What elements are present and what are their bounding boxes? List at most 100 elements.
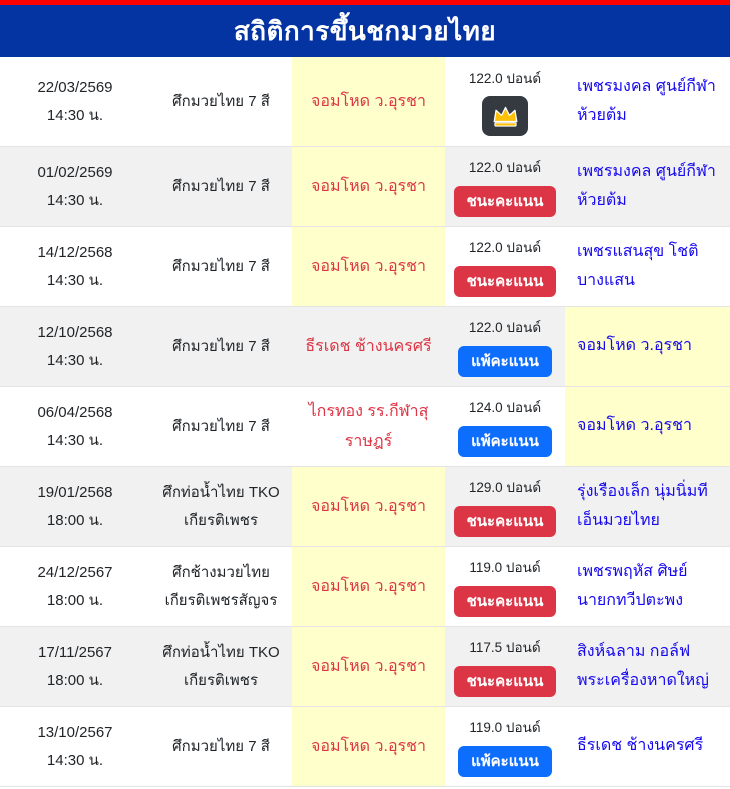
fight-row: 24/12/2567 18:00 น. ศึกช้างมวยไทย เกียรติเ…: [0, 547, 730, 627]
fighter-name-link[interactable]: ไกรทอง รร.กีฬาสุ ราษฎร์: [308, 402, 429, 450]
fighter-name-link[interactable]: จอมโหด ว.อุรชา: [311, 92, 426, 110]
weight-result-cell: 122.0 ปอนด์ชนะคะแนน: [445, 147, 565, 226]
fight-table-body: 22/03/2569 14:30 น. ศึกมวยไทย 7 สี จอมโหด ว…: [0, 57, 730, 787]
fight-row: 13/10/2567 14:30 น. ศึกมวยไทย 7 สี จอมโหด ว…: [0, 707, 730, 787]
fight-date: 12/10/2568: [37, 323, 113, 341]
fight-weight: 122.0 ปอนด์: [468, 160, 542, 176]
page-title: สถิติการขึ้นชกมวยไทย: [233, 15, 497, 46]
opponent-name-link[interactable]: เพชรพฤหัส ศิษย์ นายกทวีปตะพง: [577, 562, 688, 609]
fighter-cell: จอมโหด ว.อุรชา: [292, 147, 445, 226]
fight-date-cell: 06/04/2568 14:30 น.: [0, 387, 150, 466]
event-name-cell: ศึกมวยไทย 7 สี: [150, 147, 292, 226]
win-points-badge: ชนะคะแนน: [453, 505, 557, 537]
fight-date-cell: 01/02/2569 14:30 น.: [0, 147, 150, 226]
fighter-cell: จอมโหด ว.อุรชา: [292, 467, 445, 546]
fight-weight: 122.0 ปอนด์: [468, 240, 542, 256]
fight-time: 18:00 น.: [46, 511, 104, 529]
fight-row: 06/04/2568 14:30 น. ศึกมวยไทย 7 สี ไกรทอง ร…: [0, 387, 730, 467]
champion-crown-badge: [482, 96, 528, 137]
fighter-cell: ธีรเดช ช้างนครศรี: [292, 307, 445, 386]
event-name-cell: ศึกมวยไทย 7 สี: [150, 707, 292, 786]
crown-icon: [493, 106, 517, 127]
opponent-cell: รุ่งเรืองเล็ก นุ่มนิ่มที เอ็นมวยไทย: [565, 467, 730, 546]
top-red-bar: [0, 0, 730, 5]
opponent-name-link[interactable]: ธีรเดช ช้างนครศรี: [577, 737, 704, 755]
fight-date: 22/03/2569: [37, 78, 113, 96]
win-points-badge: ชนะคะแนน: [453, 585, 557, 617]
fighter-cell: จอมโหด ว.อุรชา: [292, 57, 445, 146]
opponent-name-link[interactable]: รุ่งเรืองเล็ก นุ่มนิ่มที เอ็นมวยไทย: [577, 482, 708, 529]
fight-date-cell: 19/01/2568 18:00 น.: [0, 467, 150, 546]
opponent-name-link[interactable]: เพชรมงคล ศูนย์กีฬา ห้วยต้ม: [577, 77, 716, 124]
opponent-cell: เพชรแสนสุข โชติ บางแสน: [565, 227, 730, 306]
event-name: ศึกมวยไทย 7 สี: [172, 177, 270, 195]
event-name-cell: ศึกมวยไทย 7 สี: [150, 227, 292, 306]
win-points-badge: ชนะคะแนน: [453, 265, 557, 297]
fighter-cell: จอมโหด ว.อุรชา: [292, 227, 445, 306]
weight-result-cell: 117.5 ปอนด์ ชนะคะแนน: [445, 627, 565, 706]
win-points-badge: ชนะคะแนน: [453, 185, 557, 217]
fight-row: 17/11/2567 18:00 น. ศึกท่อน้ำไทย TKO เกียร…: [0, 627, 730, 707]
fight-weight: 122.0 ปอนด์: [468, 70, 542, 86]
fighter-name-link[interactable]: จอมโหด ว.อุรชา: [311, 737, 426, 755]
opponent-cell: สิงห์ฉลาม กอล์ฟ พระเครื่องหาดใหญ่: [565, 627, 730, 706]
opponent-name-link[interactable]: เพชรมงคล ศูนย์กีฬา ห้วยต้ม: [577, 162, 716, 209]
fighter-name-link[interactable]: ธีรเดช ช้างนครศรี: [305, 337, 432, 355]
fighter-cell: จอมโหด ว.อุรชา: [292, 707, 445, 786]
event-name: ศึกช้างมวยไทย เกียรติเพชรสัญจร: [164, 563, 278, 609]
event-name: ศึกมวยไทย 7 สี: [172, 92, 270, 110]
fight-weight: 117.5 ปอนด์: [469, 640, 541, 656]
opponent-cell: เพชรมงคล ศูนย์กีฬา ห้วยต้ม: [565, 57, 730, 146]
event-name: ศึกมวยไทย 7 สี: [172, 337, 270, 355]
opponent-cell: เพชรมงคล ศูนย์กีฬา ห้วยต้ม: [565, 147, 730, 226]
fight-weight: 129.0 ปอนด์: [468, 480, 542, 496]
lose-points-badge: แพ้คะแนน: [458, 425, 552, 457]
fighter-name-link[interactable]: จอมโหด ว.อุรชา: [311, 497, 426, 515]
opponent-cell: จอมโหด ว.อุรชา: [565, 387, 730, 466]
weight-result-cell: 122.0 ปอนด์ชนะคะแนน: [445, 227, 565, 306]
opponent-name-link[interactable]: เพชรแสนสุข โชติ บางแสน: [577, 242, 699, 289]
weight-result-cell: 119.0 ปอนด์ ชนะคะแนน: [445, 547, 565, 626]
fight-time: 18:00 น.: [46, 591, 104, 609]
opponent-cell: เพชรพฤหัส ศิษย์ นายกทวีปตะพง: [565, 547, 730, 626]
event-name-cell: ศึกช้างมวยไทย เกียรติเพชรสัญจร: [150, 547, 292, 626]
fight-time: 18:00 น.: [46, 671, 104, 689]
opponent-cell: ธีรเดช ช้างนครศรี: [565, 707, 730, 786]
fight-time: 14:30 น.: [46, 106, 104, 124]
fighter-name-link[interactable]: จอมโหด ว.อุรชา: [311, 657, 426, 675]
fight-date: 01/02/2569: [37, 163, 113, 181]
fight-date-cell: 12/10/2568 14:30 น.: [0, 307, 150, 386]
fighter-name-link[interactable]: จอมโหด ว.อุรชา: [311, 577, 426, 595]
event-name-cell: ศึกท่อน้ำไทย TKO เกียรติเพชร: [150, 467, 292, 546]
weight-result-cell: 122.0 ปอนด์ แพ้คะแนน: [445, 307, 565, 386]
event-name: ศึกมวยไทย 7 สี: [172, 257, 270, 275]
fight-date-cell: 14/12/2568 14:30 น.: [0, 227, 150, 306]
event-name: ศึกมวยไทย 7 สี: [172, 737, 270, 755]
fight-date: 13/10/2567: [37, 723, 113, 741]
fight-row: 01/02/2569 14:30 น. ศึกมวยไทย 7 สี จอมโหด ว…: [0, 147, 730, 227]
fighter-name-link[interactable]: จอมโหด ว.อุรชา: [311, 257, 426, 275]
fight-date-cell: 13/10/2567 14:30 น.: [0, 707, 150, 786]
fighter-cell: ไกรทอง รร.กีฬาสุ ราษฎร์: [292, 387, 445, 466]
fighter-cell: จอมโหด ว.อุรชา: [292, 547, 445, 626]
fight-date: 06/04/2568: [37, 403, 113, 421]
weight-result-cell: 124.0 ปอนด์ แพ้คะแนน: [445, 387, 565, 466]
opponent-name-link[interactable]: จอมโหด ว.อุรชา: [577, 417, 692, 435]
event-name: ศึกมวยไทย 7 สี: [172, 417, 270, 435]
event-name-cell: ศึกท่อน้ำไทย TKO เกียรติเพชร: [150, 627, 292, 706]
opponent-name-link[interactable]: จอมโหด ว.อุรชา: [577, 337, 692, 355]
fight-time: 14:30 น.: [46, 431, 104, 449]
fighter-cell: จอมโหด ว.อุรชา: [292, 627, 445, 706]
lose-points-badge: แพ้คะแนน: [458, 745, 552, 777]
page-header: สถิติการขึ้นชกมวยไทย: [0, 5, 730, 57]
fight-date-cell: 17/11/2567 18:00 น.: [0, 627, 150, 706]
fight-date: 17/11/2567: [38, 643, 112, 661]
fight-time: 14:30 น.: [46, 271, 104, 289]
fight-time: 14:30 น.: [46, 351, 104, 369]
event-name: ศึกท่อน้ำไทย TKO เกียรติเพชร: [162, 643, 280, 689]
fight-time: 14:30 น.: [46, 751, 104, 769]
fighter-name-link[interactable]: จอมโหด ว.อุรชา: [311, 177, 426, 195]
opponent-name-link[interactable]: สิงห์ฉลาม กอล์ฟ พระเครื่องหาดใหญ่: [577, 642, 709, 689]
lose-points-badge: แพ้คะแนน: [458, 345, 552, 377]
fight-row: 12/10/2568 14:30 น. ศึกมวยไทย 7 สี ธีรเดช ช…: [0, 307, 730, 387]
